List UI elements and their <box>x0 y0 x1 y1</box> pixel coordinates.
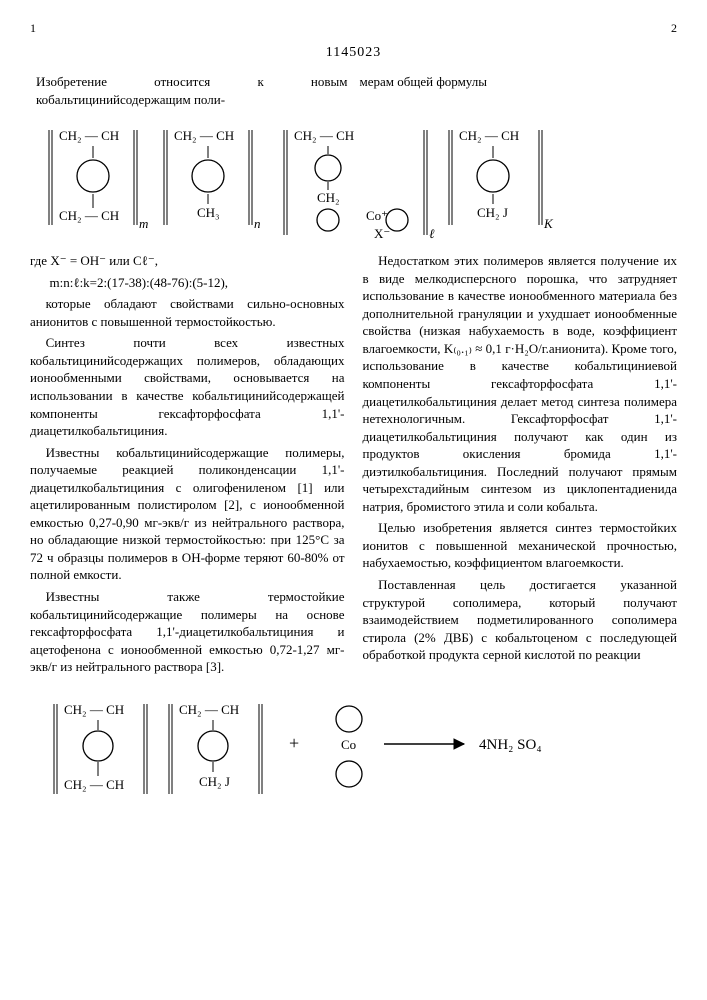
intro-left: Изобретение относится к новым кобальтици… <box>30 73 354 108</box>
svg-text:CH₂ J: CH₂ J <box>477 205 508 220</box>
where-line: где X⁻ = OH⁻ или Cℓ⁻, <box>30 252 345 270</box>
right-column: Недостатком этих полимеров является полу… <box>363 252 678 680</box>
left-para-1: Синтез почти всех известных кобальтицини… <box>30 334 345 439</box>
doc-number: 1145023 <box>30 44 677 63</box>
svg-text:CH₂: CH₂ <box>317 190 340 205</box>
svg-text:CH₂ — CH: CH₂ — CH <box>179 702 239 717</box>
svg-text:CH₂ — CH: CH₂ — CH <box>64 777 124 792</box>
left-para-2: Известны кобальтицинийсодержащие полимер… <box>30 444 345 584</box>
svg-text:CH₂ — CH: CH₂ — CH <box>174 128 234 143</box>
svg-text:CH₂ J: CH₂ J <box>199 774 230 789</box>
svg-text:K: K <box>543 216 554 231</box>
top-formula: CH₂ — CH CH₂ — CH m CH₂ — CH CH₃ n CH₂ —… <box>30 120 677 240</box>
left-para-0: которые обладают свойствами сильно-основ… <box>30 295 345 330</box>
svg-text:CH₂ — CH: CH₂ — CH <box>59 128 119 143</box>
svg-text:X⁻: X⁻ <box>374 226 390 240</box>
ratio-line: m:n:ℓ:k=2:(17-38):(48-76):(5-12), <box>30 274 345 292</box>
svg-text:ℓ: ℓ <box>429 226 435 240</box>
svg-text:4NH₂ SO₄: 4NH₂ SO₄ <box>479 737 542 753</box>
right-para-0: Недостатком этих полимеров является полу… <box>363 252 678 515</box>
svg-text:CH₂ — CH: CH₂ — CH <box>64 702 124 717</box>
left-para-3: Известны также термостойкие кобальтицини… <box>30 588 345 676</box>
svg-text:Co: Co <box>341 737 356 752</box>
page-right: 2 <box>671 20 677 36</box>
svg-text:+: + <box>289 733 299 753</box>
svg-text:CH₂ — CH: CH₂ — CH <box>294 128 354 143</box>
svg-text:n: n <box>254 216 261 231</box>
svg-text:Co⁺: Co⁺ <box>366 208 388 223</box>
page-left: 1 <box>30 20 36 36</box>
intro-right: мерам общей формулы <box>354 73 678 108</box>
svg-text:m: m <box>139 216 148 231</box>
svg-text:CH₃: CH₃ <box>197 205 220 220</box>
left-column: где X⁻ = OH⁻ или Cℓ⁻, m:n:ℓ:k=2:(17-38):… <box>30 252 345 680</box>
right-para-1: Целью изобретения является синтез термос… <box>363 519 678 572</box>
right-para-2: Поставленная цель достигается указанной … <box>363 576 678 664</box>
bottom-reaction: CH₂ — CH CH₂ — CH CH₂ — CH CH₂ J + Co 4N… <box>30 694 677 804</box>
svg-text:CH₂ — CH: CH₂ — CH <box>459 128 519 143</box>
svg-text:CH₂ — CH: CH₂ — CH <box>59 208 119 223</box>
